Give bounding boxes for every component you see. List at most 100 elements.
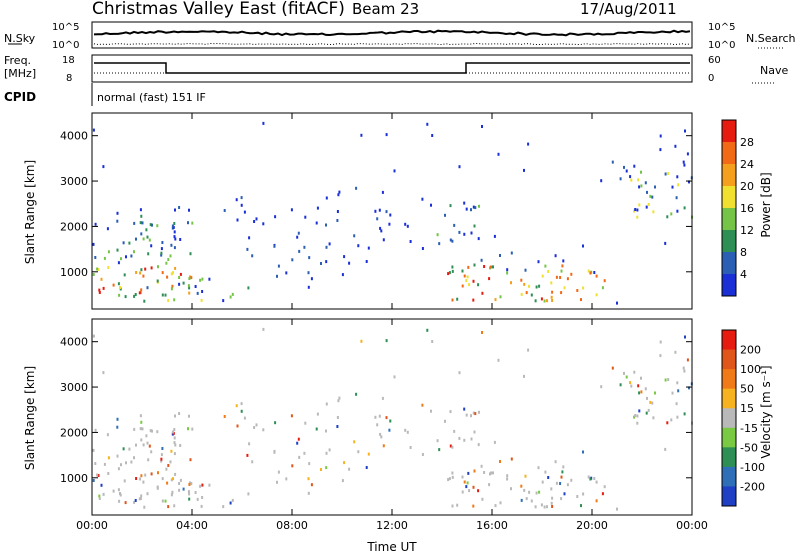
power-cell	[188, 277, 191, 280]
power-cell	[173, 222, 176, 225]
power-cell	[170, 287, 173, 291]
power-cell	[465, 279, 468, 283]
ytick-label: 2000	[60, 220, 88, 233]
velocity-cell	[633, 415, 636, 419]
velocity-cell	[546, 505, 548, 509]
power-cell	[308, 256, 311, 260]
velocity-cell	[593, 477, 596, 480]
power-cell	[438, 242, 441, 246]
velocity-cell	[447, 478, 450, 482]
velocity-cell	[147, 458, 150, 462]
power-cell	[128, 241, 131, 245]
velocity-cell	[506, 477, 509, 481]
power-cell	[478, 204, 480, 208]
power-cell	[477, 237, 480, 241]
velocity-cell	[134, 499, 137, 502]
colorbar-tick-label: -100	[740, 461, 765, 474]
power-cell	[654, 185, 656, 189]
velocity-cell	[142, 443, 145, 447]
velocity-cell	[493, 440, 496, 444]
colorbar-swatch	[722, 230, 736, 253]
velocity-cell	[255, 423, 258, 427]
velocity-cell	[551, 505, 554, 508]
velocity-cell	[380, 435, 383, 439]
velocity-cell	[122, 447, 125, 451]
velocity-cell	[611, 366, 614, 370]
velocity-ylabel: Slant Range [km]	[23, 366, 37, 470]
power-cell	[530, 293, 533, 297]
power-cell	[336, 210, 339, 213]
power-cell	[92, 242, 95, 246]
velocity-cell	[139, 414, 142, 418]
power-cell	[199, 278, 202, 282]
velocity-cell	[112, 489, 115, 493]
power-cell	[449, 204, 452, 208]
velocity-cell	[468, 489, 471, 493]
power-cell	[472, 205, 475, 209]
power-cell	[116, 248, 119, 252]
velocity-cell	[229, 501, 232, 505]
velocity-cell	[140, 494, 143, 498]
power-cell	[659, 134, 662, 138]
power-cell	[133, 294, 136, 298]
power-cell	[636, 208, 639, 212]
power-cell	[451, 239, 454, 243]
velocity-cell	[676, 415, 679, 419]
power-cell	[169, 254, 172, 258]
power-cell	[645, 205, 648, 209]
velocity-cell	[499, 460, 501, 463]
colorbar-swatch	[722, 369, 736, 390]
power-cell	[194, 285, 197, 288]
power-cell	[379, 226, 382, 230]
power-cell	[253, 220, 256, 223]
velocity-cell	[277, 470, 280, 474]
power-cell	[182, 281, 185, 285]
velocity-cell	[683, 369, 686, 373]
velocity-cell	[474, 412, 477, 416]
velocity-cell	[406, 430, 409, 434]
velocity-cell	[490, 471, 492, 475]
velocity-cell	[161, 499, 164, 503]
colorbar-tick-label: 8	[740, 246, 747, 259]
power-cell	[652, 210, 655, 214]
power-cell	[431, 134, 434, 137]
velocity-cell	[483, 471, 486, 474]
velocity-cell	[117, 488, 120, 492]
velocity-cell	[463, 480, 466, 484]
colorbar-tick-label: -200	[740, 480, 765, 493]
power-cell	[353, 234, 356, 238]
power-cell	[555, 275, 558, 279]
power-cell	[277, 264, 280, 268]
velocity-cell	[520, 498, 523, 502]
velocity-cell	[164, 499, 167, 503]
velocity-cell	[235, 404, 238, 408]
colorbar-swatch	[722, 388, 736, 409]
velocity-cell	[161, 477, 164, 481]
velocity-cell	[492, 471, 494, 475]
date-label: 17/Aug/2011	[580, 0, 677, 18]
velocity-cell	[451, 475, 454, 479]
velocity-cell	[222, 505, 225, 509]
power-cell	[646, 190, 648, 194]
power-cell	[463, 232, 466, 236]
power-cell	[499, 254, 501, 257]
power-cell	[173, 246, 176, 250]
power-cell	[150, 244, 153, 248]
power-cell	[274, 215, 277, 219]
power-cell	[523, 282, 526, 286]
velocity-cell	[107, 456, 110, 460]
velocity-cell	[144, 473, 147, 477]
power-cell	[559, 276, 562, 279]
noise-tick-right-top: 10^5	[708, 22, 735, 33]
power-cell	[135, 271, 138, 274]
velocity-cell	[636, 421, 639, 425]
velocity-cell	[472, 485, 475, 489]
power-cell	[161, 271, 164, 275]
power-cell	[520, 278, 523, 282]
velocity-cell	[139, 477, 142, 481]
cpid-label: CPID	[4, 90, 36, 104]
power-cell	[255, 217, 258, 221]
power-ylabel: Slant Range [km]	[23, 160, 37, 264]
velocity-cell	[191, 427, 194, 431]
power-cell	[547, 270, 550, 273]
